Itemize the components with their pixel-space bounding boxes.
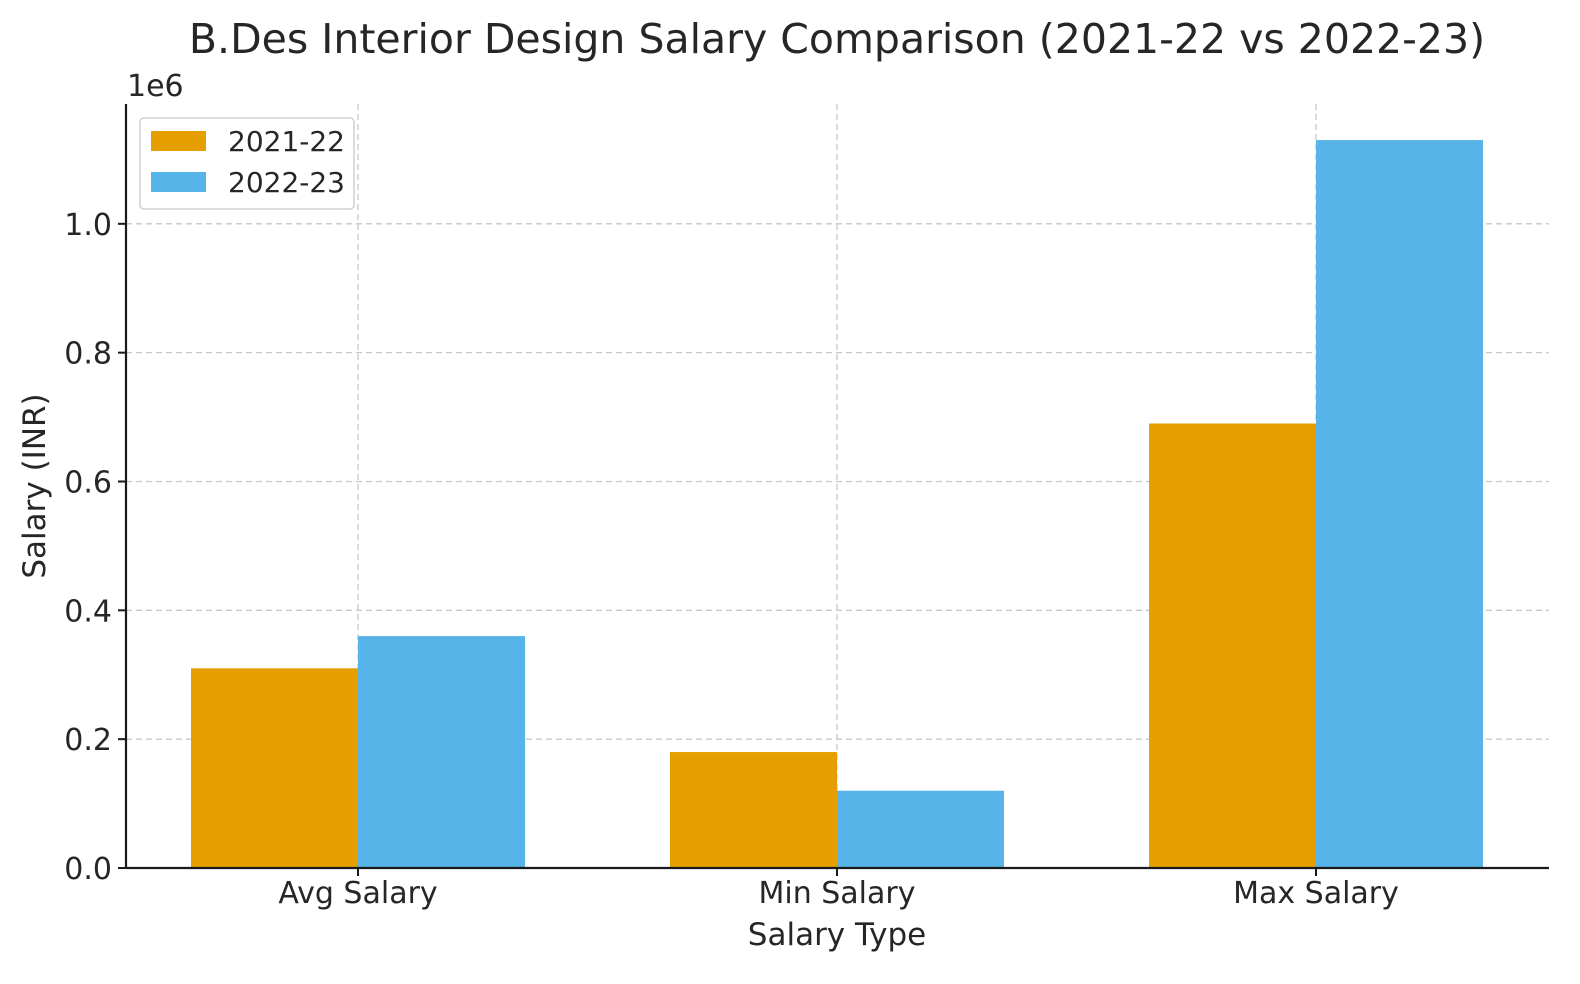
y-tick-label: 0.2 [64,723,112,758]
y-tick-label: 0.6 [64,465,112,500]
bars [191,140,1483,868]
bar-2021-22-max-salary [1149,423,1316,868]
bar-2021-22-avg-salary [191,668,358,868]
ticks: 0.0 0.2 0.4 0.6 0.8 1.0 Avg Salary Min Salary Ma… [64,208,1399,911]
y-axis-label: Salary (INR) [17,393,53,578]
x-axis-label: Salary Type [748,917,926,953]
legend-label-2021-22: 2021-22 [228,125,345,158]
y-tick-label: 0.4 [64,594,112,629]
y-tick-label: 0.0 [64,852,112,887]
x-tick-label: Min Salary [758,876,915,911]
bar-2021-22-min-salary [670,752,837,868]
bar-2022-23-max-salary [1316,140,1483,868]
bar-2022-23-min-salary [837,790,1004,868]
legend-swatch-2021-22 [151,131,206,151]
legend-swatch-2022-23 [151,172,206,192]
y-axis-offset-label: 1e6 [127,69,184,104]
x-tick-label: Max Salary [1233,876,1399,911]
x-tick-label: Avg Salary [278,876,437,911]
legend: 2021-22 2022-23 [139,117,355,210]
y-tick-label: 1.0 [64,208,112,243]
bar-2022-23-avg-salary [358,636,525,868]
legend-label-2022-23: 2022-23 [228,166,345,199]
y-tick-label: 0.8 [64,337,112,372]
chart-title: B.Des Interior Design Salary Comparison … [189,15,1485,63]
